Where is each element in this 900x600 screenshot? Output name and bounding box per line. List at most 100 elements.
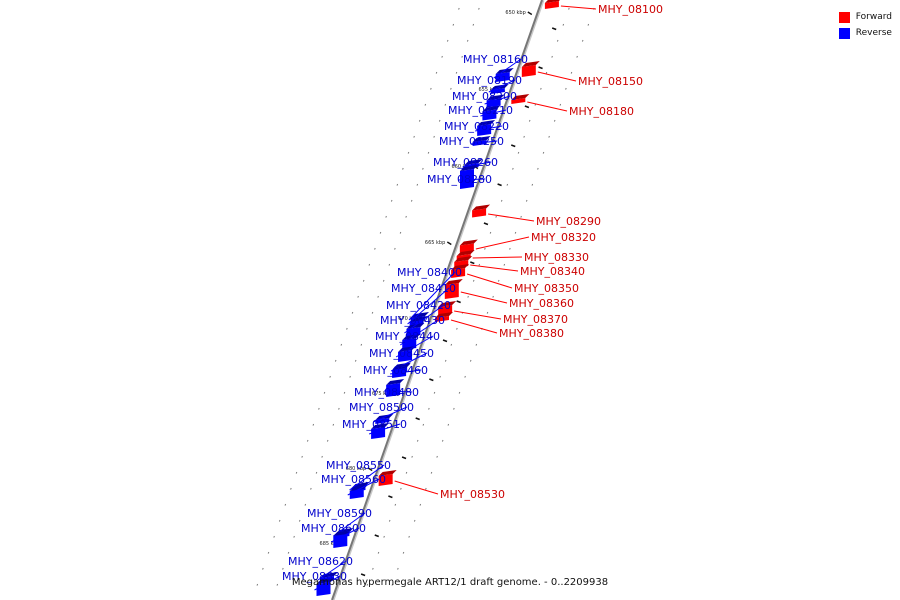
gene-label-mhy-08550: MHY_08550 bbox=[326, 459, 391, 472]
gene-label-mhy-08600: MHY_08600 bbox=[301, 522, 366, 535]
track-dot bbox=[402, 167, 404, 170]
track-dot bbox=[399, 231, 402, 234]
gene-label-mhy-08340: MHY_08340 bbox=[520, 265, 585, 278]
track-dot bbox=[385, 215, 387, 218]
gene-label-mhy-08330: MHY_08330 bbox=[524, 251, 589, 264]
track-dot bbox=[262, 567, 264, 570]
gene-block-top-mhy-08260 bbox=[464, 159, 483, 165]
track-dot bbox=[441, 55, 443, 58]
track-dot bbox=[362, 279, 365, 282]
gene-leader-mhy-08350 bbox=[466, 273, 513, 289]
track-dot bbox=[472, 23, 475, 26]
gene-leader-mhy-08380 bbox=[450, 319, 498, 334]
track-dot bbox=[509, 247, 511, 250]
track-dot bbox=[405, 215, 407, 218]
track-dot bbox=[497, 279, 500, 282]
ruler-tick bbox=[497, 183, 502, 187]
track-dot bbox=[450, 87, 452, 90]
gene-block-top-mhy-08220 bbox=[477, 120, 496, 126]
gene-leader-mhy-08330 bbox=[472, 256, 523, 259]
track-dot bbox=[461, 55, 463, 58]
track-dot bbox=[540, 87, 542, 90]
track-dot bbox=[453, 407, 455, 410]
gene-label-mhy-08200: MHY_08200 bbox=[452, 90, 517, 103]
track-dot bbox=[388, 519, 391, 522]
gene-label-mhy-08320: MHY_08320 bbox=[531, 231, 596, 244]
gene-label-mhy-08630: MHY_08630 bbox=[282, 570, 347, 583]
gene-label-mhy-08480: MHY_08480 bbox=[354, 386, 419, 399]
legend-forward-label: Forward bbox=[855, 12, 892, 22]
track-dot bbox=[374, 247, 376, 250]
gene-label-mhy-08160: MHY_08160 bbox=[463, 53, 528, 66]
gene-block-top-mhy-08350 bbox=[451, 264, 470, 270]
gene-block-mhy-08100 bbox=[544, 1, 559, 9]
gene-label-mhy-08560: MHY_08560 bbox=[321, 473, 386, 486]
track-dot bbox=[273, 535, 275, 538]
gene-block-top-mhy-08320 bbox=[459, 239, 478, 246]
track-dot bbox=[436, 455, 438, 458]
gene-leader-mhy-08150 bbox=[537, 71, 577, 82]
track-dot bbox=[545, 71, 548, 74]
gene-leader-mhy-08220 bbox=[475, 125, 503, 132]
ruler-tick bbox=[483, 222, 489, 226]
gene-label-mhy-08530: MHY_08530 bbox=[440, 488, 505, 501]
gene-label-mhy-08280: MHY_08280 bbox=[427, 173, 492, 186]
track-dot bbox=[455, 71, 458, 74]
legend-forward-swatch bbox=[838, 11, 850, 23]
track-dot bbox=[430, 471, 433, 474]
track-dot bbox=[562, 23, 565, 26]
track-dot bbox=[438, 119, 441, 122]
track-dot bbox=[520, 215, 522, 218]
gene-leader-mhy-08280 bbox=[457, 178, 486, 181]
ruler-tick bbox=[538, 66, 543, 70]
track-dot bbox=[371, 311, 374, 314]
track-dot bbox=[422, 167, 424, 170]
track-dot bbox=[408, 535, 410, 538]
gene-leader-mhy-08100 bbox=[560, 5, 597, 10]
gene-block-mhy-08210 bbox=[482, 109, 497, 121]
track-dot bbox=[576, 55, 578, 58]
scale-tick-label: 650 kbp bbox=[505, 10, 525, 16]
track-dot bbox=[397, 567, 399, 570]
track-dot bbox=[301, 455, 303, 458]
gene-leader-mhy-08530 bbox=[394, 480, 439, 495]
gene-block-top-mhy-08150 bbox=[521, 61, 540, 67]
ruler-tick bbox=[401, 456, 407, 460]
gene-leader-mhy-08440 bbox=[395, 335, 434, 358]
gene-block-mhy-08630 bbox=[316, 582, 331, 596]
track-dot bbox=[416, 439, 419, 442]
gene-block-top-mhy-08550 bbox=[351, 482, 370, 488]
gene-label-mhy-08440: MHY_08440 bbox=[375, 330, 440, 343]
track-dot bbox=[478, 263, 481, 266]
gene-block-top-mhy-08360 bbox=[444, 279, 463, 285]
track-dot bbox=[295, 471, 298, 474]
scale-tick-mark bbox=[527, 11, 533, 16]
scale-tick-label: 670 kbp bbox=[398, 316, 418, 322]
track-dot bbox=[514, 231, 517, 234]
ruler-tick bbox=[456, 300, 461, 304]
track-dot bbox=[458, 391, 461, 394]
track-dot bbox=[267, 551, 270, 554]
gene-label-mhy-08260: MHY_08260 bbox=[433, 156, 498, 169]
track-dot bbox=[439, 375, 441, 378]
track-dot bbox=[456, 327, 458, 330]
gene-block-top-mhy-08210 bbox=[482, 105, 501, 112]
track-dot bbox=[537, 167, 539, 170]
track-dot bbox=[528, 119, 531, 122]
track-dot bbox=[256, 583, 259, 586]
gene-leader-mhy-08340 bbox=[470, 264, 519, 272]
gene-leader-mhy-08560 bbox=[347, 478, 380, 496]
gene-block-top-mhy-08420 bbox=[406, 323, 425, 329]
legend-reverse-label: Reverse bbox=[855, 28, 892, 38]
track-dot bbox=[360, 343, 363, 346]
gene-label-mhy-08420: MHY_08420 bbox=[386, 299, 451, 312]
track-dot bbox=[548, 135, 550, 138]
gene-label-mhy-08460: MHY_08460 bbox=[363, 364, 428, 377]
track-dot bbox=[435, 71, 438, 74]
gene-block-mhy-08280 bbox=[460, 169, 474, 189]
track-dot bbox=[425, 487, 427, 490]
track-dot bbox=[503, 263, 506, 266]
gene-block-top-mhy-08290 bbox=[472, 204, 491, 211]
gene-block-mhy-08150 bbox=[521, 65, 536, 77]
legend-reverse: Reverse bbox=[838, 25, 892, 41]
